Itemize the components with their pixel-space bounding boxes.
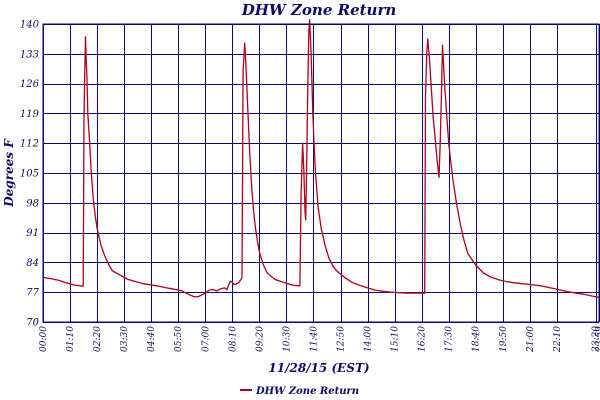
x-tick-label: 23:59 xyxy=(595,326,600,353)
x-axis-ticks: 00:00 01:10 02:20 03:30 04:40 05:50 07:00 08:10… xyxy=(39,326,600,353)
x-tick-label: 18:40 xyxy=(472,326,482,352)
x-tick-label: 01:10 xyxy=(66,326,76,352)
x-tick-label: 21:00 xyxy=(526,326,536,353)
chart-title: DHW Zone Return xyxy=(241,1,397,19)
y-tick-label: 133 xyxy=(20,49,39,60)
x-tick-label: 00:00 xyxy=(39,326,49,352)
x-tick-label: 11:40 xyxy=(309,326,319,352)
y-tick-label: 119 xyxy=(20,109,40,120)
x-tick-label: 02:20 xyxy=(93,326,103,352)
x-tick-label: 15:10 xyxy=(391,326,401,352)
x-tick-label: 10:30 xyxy=(282,326,292,352)
y-tick-label: 91 xyxy=(26,228,39,239)
y-axis-label: Degrees F xyxy=(2,138,16,208)
plot-frame xyxy=(42,23,600,323)
grid-lines xyxy=(43,24,600,323)
x-tick-label: 16:20 xyxy=(418,326,428,352)
series-line xyxy=(42,19,600,298)
x-tick-label: 17:30 xyxy=(445,326,455,352)
y-tick-label: 70 xyxy=(26,318,39,329)
y-tick-label: 98 xyxy=(26,198,39,209)
x-tick-label: 03:30 xyxy=(120,326,130,352)
x-tick-label: 07:00 xyxy=(201,326,211,352)
x-tick-label: 23:20 xyxy=(592,326,600,353)
y-tick-label: 77 xyxy=(26,288,39,299)
y-tick-label: 84 xyxy=(26,258,39,269)
series-layer xyxy=(42,19,600,298)
x-tick-label: 12:50 xyxy=(337,326,347,352)
x-tick-label: 05:50 xyxy=(174,326,184,352)
legend: DHW Zone Return xyxy=(240,386,359,397)
legend-label: DHW Zone Return xyxy=(255,386,359,397)
x-tick-label: 14:00 xyxy=(364,326,374,352)
y-tick-label: 112 xyxy=(20,139,39,150)
x-tick-label: 19:50 xyxy=(499,326,509,352)
y-axis-ticks: 70 77 84 91 98 105 112 119 126 133 140 xyxy=(20,20,40,329)
y-tick-label: 140 xyxy=(20,20,40,31)
x-axis-label: 11/28/15 (EST) xyxy=(268,361,369,375)
x-tick-label: 09:20 xyxy=(255,326,265,352)
y-tick-label: 105 xyxy=(20,169,39,180)
x-tick-label: 04:40 xyxy=(147,326,157,352)
x-tick-label: 22:10 xyxy=(553,326,563,353)
y-tick-label: 126 xyxy=(20,79,40,90)
x-tick-label: 08:10 xyxy=(228,326,238,352)
